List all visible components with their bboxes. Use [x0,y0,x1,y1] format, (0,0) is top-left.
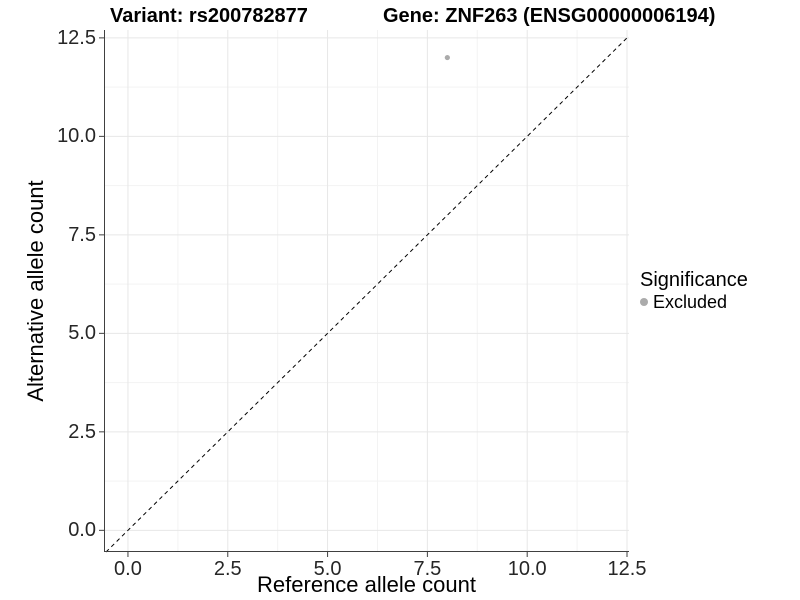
x-tick-label: 5.0 [313,558,342,580]
y-tick-label: 12.5 [57,26,96,49]
y-tick-label: 7.5 [68,223,96,246]
plot-panel: 0.0 2.5 5.0 7.5 10.0 12.5 0.0 2.5 5.0 7.5 10.0 12.… [57,28,646,579]
x-tick-label: 10.0 [507,558,547,580]
identity-line [105,35,630,553]
legend-item-label: Excluded [653,292,728,312]
data-point [444,54,450,61]
legend-title: Significance [640,269,748,291]
y-tick-label: 5.0 [68,322,96,345]
plot-title-gene: Gene: ZNF263 (ENSG00000006194) [383,5,716,27]
y-tick-label: 0.0 [68,519,96,542]
plot-title-variant: Variant: rs200782877 [110,5,308,27]
y-axis-title: Alternative allele count [23,180,48,402]
y-tick-label: 10.0 [57,125,96,148]
x-tick-label: 12.5 [607,558,647,580]
x-tick-label: 7.5 [413,558,442,580]
legend: Significance Excluded [640,268,748,312]
y-tick-label: 2.5 [68,420,96,443]
legend-point-icon [640,298,648,306]
legend-item-excluded: Excluded [640,292,748,312]
plot-canvas [99,30,630,557]
x-tick-label: 0.0 [114,558,142,580]
x-axis-title: Reference allele count [257,572,476,597]
x-tick-label: 2.5 [213,558,242,580]
